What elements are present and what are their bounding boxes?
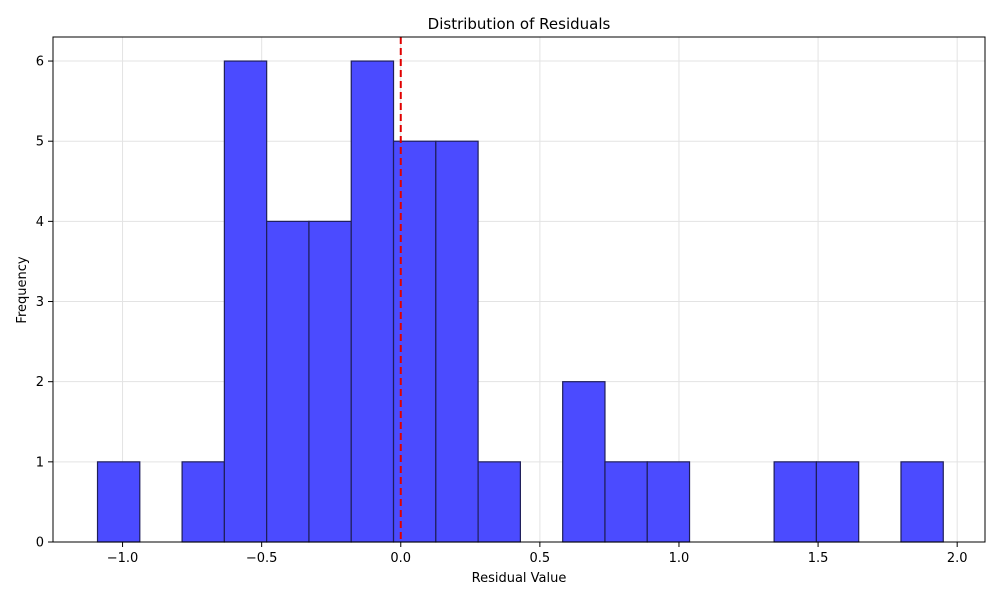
histogram-bar xyxy=(646,461,691,543)
x-tick-label: 1.5 xyxy=(808,551,829,566)
histogram-bar xyxy=(96,461,141,543)
y-axis-ticks: 0 1 2 3 4 5 6 xyxy=(36,55,53,551)
chart-title: Distribution of Residuals xyxy=(428,15,611,33)
x-tick-label: −1.0 xyxy=(107,551,139,566)
y-tick-label: 5 xyxy=(36,135,44,150)
x-tick-label: 1.0 xyxy=(669,551,690,566)
histogram-bar xyxy=(308,220,352,543)
y-tick-label: 6 xyxy=(36,55,44,70)
x-tick-label: 0.0 xyxy=(390,551,411,566)
histogram-bar xyxy=(266,220,310,543)
histogram-bar xyxy=(350,60,395,543)
histogram-bar xyxy=(223,60,268,543)
y-tick-label: 1 xyxy=(36,455,44,470)
histogram-bar xyxy=(181,461,225,543)
histogram-bar xyxy=(604,461,648,543)
x-tick-label: −0.5 xyxy=(246,551,278,566)
histogram-bar xyxy=(773,461,818,543)
y-tick-label: 4 xyxy=(36,215,44,230)
y-tick-label: 2 xyxy=(36,375,44,390)
y-tick-label: 0 xyxy=(36,536,44,551)
x-axis-ticks: −1.0 −0.5 0.0 0.5 1.0 1.5 2.0 xyxy=(107,542,968,566)
x-axis-label: Residual Value xyxy=(472,571,567,586)
histogram-bar xyxy=(815,461,860,543)
histogram-bars xyxy=(96,60,944,543)
x-tick-label: 2.0 xyxy=(947,551,968,566)
x-tick-label: 0.5 xyxy=(530,551,551,566)
histogram-bar xyxy=(435,140,479,543)
y-tick-label: 3 xyxy=(36,295,44,310)
histogram-bar xyxy=(477,461,521,543)
plot-frame xyxy=(52,36,986,543)
y-axis-label: Frequency xyxy=(15,256,30,323)
histogram-bar xyxy=(900,461,944,543)
histogram-bar xyxy=(562,381,606,543)
